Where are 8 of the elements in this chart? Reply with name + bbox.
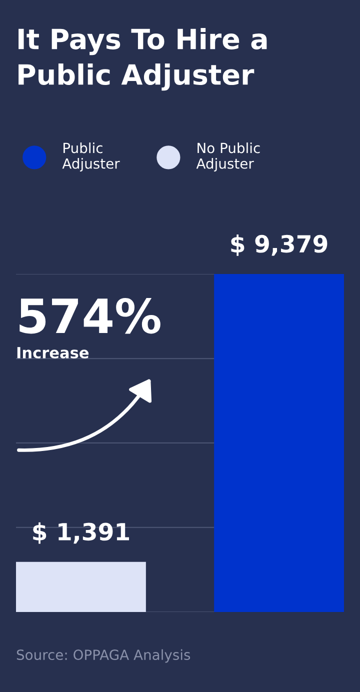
annotation: 574%: [20, 298, 160, 334]
data-label: $ 9,379: [231, 234, 328, 256]
annotation: Increase: [17, 347, 89, 358]
legend-label: No Public Adjuster: [196, 142, 260, 172]
data-label: $ 1,391: [33, 522, 130, 544]
legend-label: Public Adjuster: [62, 142, 120, 172]
source-note: Source: OPPAGA Analysis: [16, 649, 190, 663]
chart-title: It Pays To Hire a Public Adjuster: [18, 28, 267, 91]
